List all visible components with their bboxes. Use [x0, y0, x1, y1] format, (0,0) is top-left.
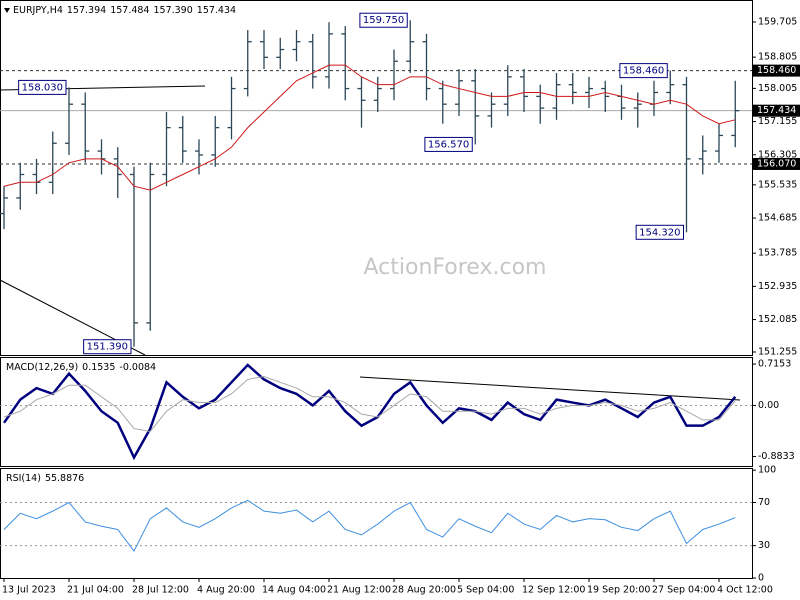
annotation-label: 158.030 — [22, 82, 63, 93]
x-tick-label: 4 Aug 20:00 — [197, 585, 255, 596]
panel-title: EURJPY,H4 — [13, 5, 63, 16]
y-tick-label: 152.085 — [758, 314, 797, 325]
level-tag — [753, 64, 800, 77]
y-tick-label: 154.685 — [758, 213, 797, 224]
annotation-box — [18, 79, 67, 95]
panel — [0, 468, 753, 579]
x-tick-label: 21 Jul 04:00 — [67, 585, 124, 596]
y-tick-label: -0.8833 — [758, 451, 795, 462]
annotation-label: 151.390 — [87, 342, 128, 353]
header-value: 55.8876 — [45, 473, 84, 484]
header-value: 0.1535 — [82, 362, 115, 373]
panel-header: MACD(12,26,9) 0.1535 -0.0084 — [6, 362, 156, 373]
x-tick-label: 27 Sep 04:00 — [652, 585, 715, 596]
x-tick-label: 4 Oct 12:00 — [717, 585, 773, 596]
annotation-box — [424, 136, 473, 152]
annotation-box — [619, 63, 668, 79]
panel-title: RSI(14) — [6, 473, 41, 484]
trendline — [359, 376, 741, 401]
y-tick-label: 0.7153 — [758, 359, 791, 370]
y-tick-label: 70 — [758, 497, 770, 508]
annotation-box — [359, 12, 408, 28]
level-tag-label: 158.460 — [757, 65, 796, 76]
x-tick-label: 5 Sep 04:00 — [457, 585, 514, 596]
header-value: -0.0084 — [119, 362, 156, 373]
level-tag — [753, 157, 800, 170]
x-tick-label: 13 Jul 2023 — [2, 585, 56, 596]
panel-title: MACD(12,26,9) — [6, 362, 78, 373]
panel-header: RSI(14) 55.8876 — [6, 473, 84, 484]
indicator-line — [3, 376, 736, 433]
header-value: 157.484 — [110, 5, 149, 16]
annotation-box — [635, 224, 684, 240]
watermark: ActionForex.com — [364, 255, 547, 280]
y-tick-label: 0.00 — [758, 400, 779, 411]
last-price-tag — [753, 104, 800, 117]
y-tick-label: 100 — [758, 465, 776, 476]
y-tick-label: 157.155 — [758, 116, 797, 127]
indicator-line — [3, 499, 736, 552]
annotation-label: 159.750 — [363, 15, 404, 26]
annotation-label: 156.570 — [428, 139, 469, 150]
y-tick-label: 158.805 — [758, 52, 797, 63]
menu-icon — [4, 8, 10, 13]
annotation-label: 158.460 — [623, 66, 664, 77]
y-tick-label: 159.705 — [758, 16, 797, 27]
panel — [0, 357, 753, 467]
moving-average — [3, 64, 736, 191]
annotation-label: 154.320 — [639, 227, 680, 238]
x-tick-label: 28 Aug 20:00 — [392, 585, 456, 596]
x-tick-label: 12 Sep 12:00 — [522, 585, 585, 596]
x-tick-label: 28 Jul 12:00 — [132, 585, 189, 596]
y-tick-label: 151.255 — [758, 346, 797, 357]
y-tick-label: 156.305 — [758, 149, 797, 160]
header-value: 157.434 — [197, 5, 236, 16]
y-tick-label: 152.935 — [758, 281, 797, 292]
header-value: 157.390 — [153, 5, 192, 16]
last-price-label: 157.434 — [757, 105, 796, 116]
header-value: 157.394 — [67, 5, 106, 16]
y-tick-label: 155.535 — [758, 179, 797, 190]
y-tick-label: 30 — [758, 540, 770, 551]
level-tag-label: 156.070 — [757, 158, 796, 169]
panel-header: EURJPY,H4 157.394 157.484 157.390 157.434 — [13, 5, 236, 16]
indicator-line — [2, 363, 737, 461]
x-tick-label: 21 Aug 12:00 — [327, 585, 391, 596]
x-tick-label: 19 Sep 20:00 — [587, 585, 650, 596]
y-tick-label: 158.005 — [758, 83, 797, 94]
x-tick-label: 14 Aug 04:00 — [262, 585, 326, 596]
annotation-box — [83, 339, 132, 355]
y-tick-label: 0 — [758, 573, 764, 584]
y-tick-label: 153.785 — [758, 248, 797, 259]
panel — [0, 0, 753, 356]
